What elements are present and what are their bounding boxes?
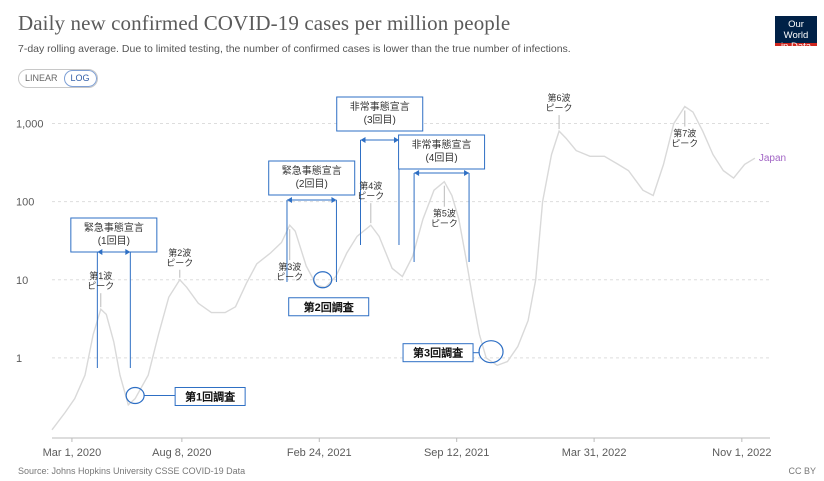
survey-box xyxy=(174,386,246,406)
series-line-japan xyxy=(51,105,756,431)
survey-label: 第3回調査 xyxy=(413,346,463,360)
license-label[interactable]: CC BY xyxy=(788,466,816,476)
y-tick-label: 10 xyxy=(16,275,28,287)
chart-title: Daily new confirmed COVID-19 cases per m… xyxy=(18,11,511,35)
scale-toggle: LINEAR LOG xyxy=(18,69,98,88)
series-label-japan: Japan xyxy=(759,153,786,164)
wave-peak-label: ピーク xyxy=(671,139,698,149)
survey-label: 第1回調査 xyxy=(185,389,235,403)
emergency-label: 緊急事態宣言 xyxy=(282,164,342,177)
y-tick-label: 100 xyxy=(16,197,34,209)
wave-peak-label: 第6波 xyxy=(548,92,571,103)
survey-box xyxy=(288,297,370,317)
x-tick-label: Aug 8, 2020 xyxy=(152,447,211,459)
wave-peak-label: 第2波 xyxy=(168,247,191,258)
emergency-arrowheads xyxy=(286,197,337,203)
emergency-box xyxy=(398,134,486,170)
wave-peak-label: 第1波 xyxy=(89,270,112,281)
logo-line-1: Our World xyxy=(783,19,809,41)
source-note: Source: Johns Hopkins University CSSE CO… xyxy=(18,466,246,476)
x-tick-label: Mar 1, 2020 xyxy=(43,447,102,459)
x-tick-label: Mar 31, 2022 xyxy=(562,447,627,459)
x-tick-label: Nov 1, 2022 xyxy=(712,447,771,459)
wave-peak-label: 第3波 xyxy=(278,261,301,272)
wave-peak-label: ピーク xyxy=(357,191,384,201)
survey-circle xyxy=(478,340,504,364)
x-tick-label: Feb 24, 2021 xyxy=(287,447,352,459)
emergency-box xyxy=(268,160,356,196)
emergency-label: (3回目) xyxy=(364,114,396,126)
wave-peak-label: 第7波 xyxy=(673,128,696,139)
emergency-label: 非常事態宣言 xyxy=(350,100,410,113)
emergency-label: 緊急事態宣言 xyxy=(84,221,144,234)
emergency-label: 非常事態宣言 xyxy=(412,138,472,151)
wave-peak-label: ピーク xyxy=(276,272,303,282)
owid-logo[interactable]: Our World in Data xyxy=(775,16,817,52)
wave-peak-label: ピーク xyxy=(166,258,193,268)
logo-line-2: in Data xyxy=(780,41,812,52)
survey-circle xyxy=(313,271,333,289)
log-scale-button[interactable]: LOG xyxy=(63,70,97,87)
y-tick-label: 1 xyxy=(16,353,22,365)
chart-subtitle: 7-day rolling average. Due to limited te… xyxy=(18,43,571,55)
emergency-label: (4回目) xyxy=(425,152,457,164)
wave-peak-label: ピーク xyxy=(87,281,114,291)
emergency-label: (2回目) xyxy=(296,178,328,190)
emergency-label: (1回目) xyxy=(98,235,130,247)
linear-scale-button[interactable]: LINEAR xyxy=(25,73,58,83)
wave-peak-label: ピーク xyxy=(431,219,458,229)
y-tick-label: 1,000 xyxy=(16,119,44,131)
emergency-box xyxy=(336,96,424,132)
wave-peak-label: ピーク xyxy=(546,103,573,113)
wave-peak-label: 第5波 xyxy=(433,208,456,219)
survey-label: 第2回調査 xyxy=(304,300,354,314)
x-tick-label: Sep 12, 2021 xyxy=(424,447,489,459)
survey-circle xyxy=(125,386,145,405)
wave-peak-label: 第4波 xyxy=(359,180,382,191)
